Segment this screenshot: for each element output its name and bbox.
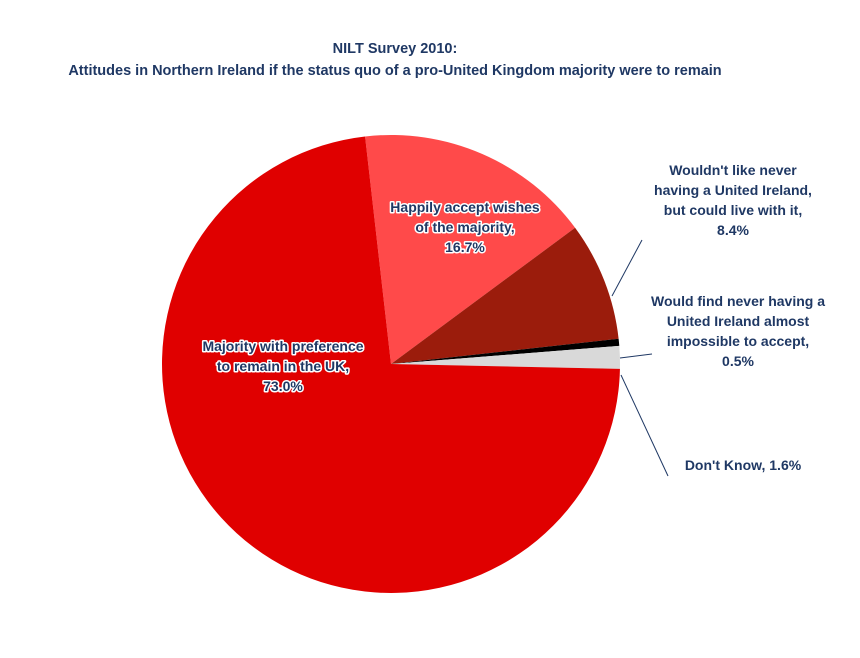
pie-slice-2 [391,338,620,364]
slice-label-2: Would find never having a United Ireland … [651,293,825,369]
leader-line-2 [619,353,653,359]
leader-line-3 [620,374,669,477]
pie-slice-3 [391,345,620,369]
chart-title-block: NILT Survey 2010: Attitudes in Northern … [0,38,790,82]
pie-slices [161,135,620,593]
leader-lines [611,239,669,477]
slice-label-4: Majority with preference to remain in the… [202,338,363,394]
slice-labels: Happily accept wishes of the majority, 16.… [201,162,825,473]
slice-label-3: Don't Know, 1.6% [685,457,802,473]
pie-slice-0 [365,135,576,364]
pie-slice-4 [161,136,620,593]
slice-label-1: Wouldn't like never having a United Irela… [654,162,812,238]
slice-label-0: Happily accept wishes of the majority, 16.… [390,199,540,255]
chart-title: NILT Survey 2010: [332,41,458,57]
pie-slice-1 [391,227,619,364]
chart-subtitle: Attitudes in Northern Ireland if the sta… [68,63,722,79]
leader-line-1 [611,239,643,297]
